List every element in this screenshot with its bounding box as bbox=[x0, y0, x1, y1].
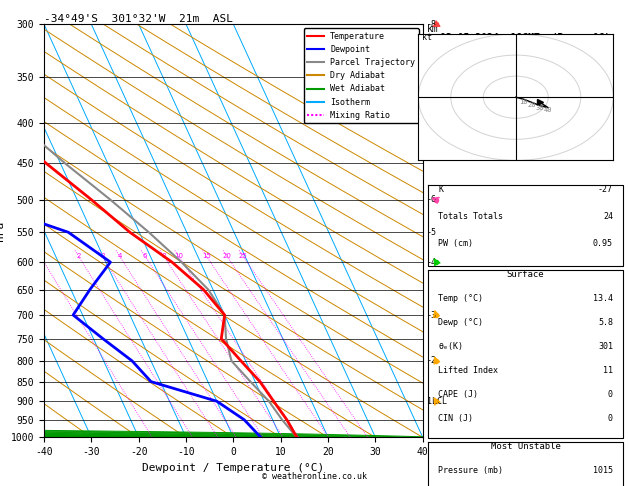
Text: Temp (°C): Temp (°C) bbox=[438, 294, 483, 303]
Text: -4: -4 bbox=[426, 258, 437, 267]
Text: 25: 25 bbox=[239, 253, 248, 260]
Text: -7: -7 bbox=[426, 119, 437, 127]
Text: 0: 0 bbox=[608, 414, 613, 423]
Text: 5.8: 5.8 bbox=[598, 318, 613, 327]
Text: -5: -5 bbox=[426, 228, 437, 237]
Text: -3: -3 bbox=[426, 311, 437, 319]
Text: Most Unstable: Most Unstable bbox=[491, 442, 560, 451]
Text: 1LCL: 1LCL bbox=[426, 397, 447, 406]
Text: 4: 4 bbox=[118, 253, 122, 260]
Text: 0.95: 0.95 bbox=[593, 239, 613, 248]
Text: kt: kt bbox=[422, 34, 432, 42]
Text: Totals Totals: Totals Totals bbox=[438, 212, 503, 221]
Text: Lifted Index: Lifted Index bbox=[438, 366, 498, 375]
Text: © weatheronline.co.uk: © weatheronline.co.uk bbox=[262, 472, 367, 481]
Text: 13.4: 13.4 bbox=[593, 294, 613, 303]
Text: -34°49'S  301°32'W  21m  ASL: -34°49'S 301°32'W 21m ASL bbox=[44, 14, 233, 23]
Text: 1015: 1015 bbox=[593, 466, 613, 475]
Text: CIN (J): CIN (J) bbox=[438, 414, 473, 423]
Y-axis label: hPa: hPa bbox=[0, 221, 5, 241]
Legend: Temperature, Dewpoint, Parcel Trajectory, Dry Adiabat, Wet Adiabat, Isotherm, Mi: Temperature, Dewpoint, Parcel Trajectory… bbox=[304, 29, 418, 123]
Text: -8: -8 bbox=[426, 20, 437, 29]
Text: 6: 6 bbox=[143, 253, 147, 260]
Text: 20: 20 bbox=[527, 102, 536, 108]
X-axis label: Dewpoint / Temperature (°C): Dewpoint / Temperature (°C) bbox=[142, 463, 325, 473]
Text: 0: 0 bbox=[608, 390, 613, 399]
Text: 20: 20 bbox=[223, 253, 231, 260]
Text: -6: -6 bbox=[426, 195, 437, 204]
Text: PW (cm): PW (cm) bbox=[438, 239, 473, 248]
Text: 3: 3 bbox=[100, 253, 104, 260]
Text: K: K bbox=[438, 186, 443, 194]
Text: CAPE (J): CAPE (J) bbox=[438, 390, 478, 399]
Text: 8: 8 bbox=[162, 253, 166, 260]
Text: 2: 2 bbox=[77, 253, 81, 260]
Text: Surface: Surface bbox=[507, 270, 545, 279]
Text: -27: -27 bbox=[598, 186, 613, 194]
Text: 24: 24 bbox=[603, 212, 613, 221]
Text: -2: -2 bbox=[426, 356, 437, 365]
Text: 30: 30 bbox=[535, 105, 544, 111]
Text: θₑ(K): θₑ(K) bbox=[438, 342, 463, 351]
Text: 11: 11 bbox=[603, 366, 613, 375]
Text: 15: 15 bbox=[202, 253, 211, 260]
Text: 40: 40 bbox=[543, 107, 552, 113]
Text: 301: 301 bbox=[598, 342, 613, 351]
Text: Pressure (mb): Pressure (mb) bbox=[438, 466, 503, 475]
Text: 03.05.2024  18GMT  (Base: 06): 03.05.2024 18GMT (Base: 06) bbox=[440, 33, 611, 43]
Text: Dewp (°C): Dewp (°C) bbox=[438, 318, 483, 327]
Text: 10: 10 bbox=[519, 99, 528, 104]
Text: 10: 10 bbox=[174, 253, 183, 260]
Text: km
ASL: km ASL bbox=[426, 24, 444, 46]
